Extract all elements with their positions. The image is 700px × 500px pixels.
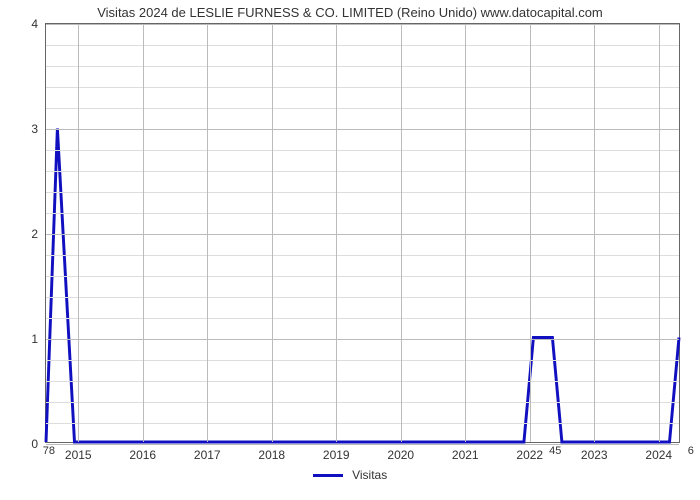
gridline-h [46, 24, 679, 25]
y-axis-label: 4 [31, 17, 46, 31]
gridline-h [46, 192, 679, 193]
data-annotation: 6 [688, 445, 694, 457]
gridline-h [46, 66, 679, 67]
gridline-v [465, 24, 466, 442]
gridline-h [46, 129, 679, 130]
y-axis-label: 3 [31, 122, 46, 136]
x-axis-label: 2018 [258, 442, 285, 462]
gridline-h [46, 108, 679, 109]
legend: Visitas [5, 468, 695, 482]
gridline-h [46, 339, 679, 340]
x-axis-label: 2021 [452, 442, 479, 462]
gridline-h [46, 150, 679, 151]
gridline-h [46, 234, 679, 235]
x-axis-label: 2015 [65, 442, 92, 462]
gridline-v [207, 24, 208, 442]
gridline-h [46, 381, 679, 382]
legend-label: Visitas [352, 468, 387, 482]
y-axis-label: 1 [31, 332, 46, 346]
x-axis-label: 2024 [645, 442, 672, 462]
plot-area: 0123420152016201720182019202020212022202… [45, 23, 680, 443]
data-annotation: 45 [549, 445, 561, 457]
gridline-h [46, 171, 679, 172]
chart-container: Visitas 2024 de LESLIE FURNESS & CO. LIM… [0, 0, 700, 500]
x-axis-label: 2023 [581, 442, 608, 462]
gridline-v [659, 24, 660, 442]
gridline-v [143, 24, 144, 442]
gridline-h [46, 318, 679, 319]
gridline-h [46, 276, 679, 277]
x-axis-label: 2017 [194, 442, 221, 462]
gridline-v [530, 24, 531, 442]
gridline-h [46, 255, 679, 256]
x-axis-label: 2019 [323, 442, 350, 462]
x-axis-label: 2016 [129, 442, 156, 462]
gridline-v [594, 24, 595, 442]
gridline-h [46, 297, 679, 298]
chart-title: Visitas 2024 de LESLIE FURNESS & CO. LIM… [5, 5, 695, 20]
gridline-v [272, 24, 273, 442]
gridline-h [46, 87, 679, 88]
gridline-h [46, 423, 679, 424]
x-axis-label: 2020 [387, 442, 414, 462]
data-annotation: 78 [43, 445, 55, 457]
gridline-h [46, 213, 679, 214]
gridline-v [401, 24, 402, 442]
gridline-v [336, 24, 337, 442]
legend-swatch [313, 474, 343, 477]
gridline-h [46, 45, 679, 46]
x-axis-label: 2022 [516, 442, 543, 462]
y-axis-label: 2 [31, 227, 46, 241]
gridline-h [46, 402, 679, 403]
gridline-h [46, 360, 679, 361]
gridline-v [78, 24, 79, 442]
